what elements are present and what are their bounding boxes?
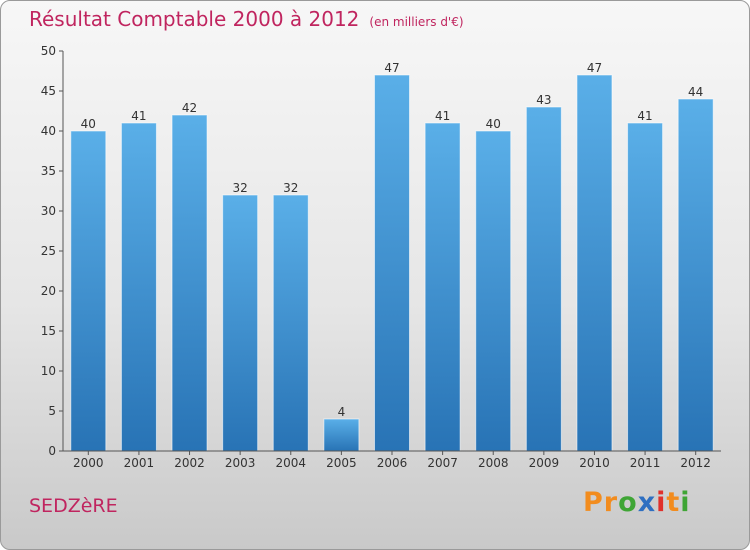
brand-letter: x [637,487,657,518]
data-label-2001: 41 [131,109,146,123]
brand-letter: P [583,487,604,518]
data-label-2003: 32 [233,181,248,195]
y-tick-label: 10 [41,364,56,378]
x-tick-label: 2011 [630,456,661,470]
y-tick-label: 0 [48,444,56,458]
x-tick-label: 2006 [377,456,408,470]
brand-letter: i [680,487,691,518]
x-tick-label: 2003 [225,456,256,470]
bar-2005 [323,418,360,452]
chart-title: Résultat Comptable 2000 à 2012 (en millie… [29,7,464,31]
bar-2006 [374,74,410,452]
commune-name: SEDZèRE [29,495,118,517]
data-label-2007: 41 [435,109,450,123]
y-tick-label: 30 [41,204,56,218]
title-text: Résultat Comptable 2000 à 2012 [29,7,360,31]
bar-2010 [576,74,613,452]
bar-2007 [424,122,461,452]
y-tick-label: 40 [41,124,56,138]
x-tick-label: 2012 [680,456,711,470]
bar-2012 [677,98,714,452]
bar-2002 [171,114,208,452]
x-axis: 2000 2001 2002 2003 2004 2005 2006 2007 2008 2009… [63,450,721,470]
x-tick-label: 2001 [124,456,155,470]
data-label-2005: 4 [338,405,346,419]
x-tick-label: 2009 [529,456,560,470]
brand-letter: i [656,487,667,518]
x-tick-label: 2008 [478,456,509,470]
y-tick-label: 20 [41,284,56,298]
x-tick-label: 2000 [73,456,104,470]
x-tick-label: 2004 [275,456,306,470]
data-label-2006: 47 [384,61,399,75]
bar-2004 [272,194,309,452]
y-tick-label: 35 [41,164,56,178]
y-tick-label: 5 [48,404,56,418]
bar-2001 [120,122,157,452]
y-tick-label: 50 [41,44,56,58]
proxiti-logo: Proxiti [583,487,691,518]
data-label-2009: 43 [536,93,551,107]
brand-letter: r [603,487,619,518]
y-tick-label: 45 [41,84,56,98]
data-label-2012: 44 [688,85,703,99]
brand-letter: t [666,487,681,518]
y-tick-label: 25 [41,244,56,258]
bar-2009 [525,106,562,452]
data-label-2002: 42 [182,101,197,115]
x-tick-label: 2007 [427,456,458,470]
data-label-2011: 41 [637,109,652,123]
bar-2000 [70,130,107,452]
x-tick-label: 2010 [579,456,610,470]
x-tick-label: 2002 [174,456,205,470]
data-label-2010: 47 [587,61,602,75]
y-axis: 0 5 10 15 20 25 30 35 40 45 50 [41,44,64,458]
x-tick-label: 2005 [326,456,357,470]
y-tick-label: 15 [41,324,56,338]
bar-2011 [627,122,664,452]
data-label-2004: 32 [283,181,298,195]
data-label-2000: 40 [81,117,96,131]
bar-2003 [222,194,259,452]
data-label-2008: 40 [486,117,501,131]
title-unit: (en milliers d'€) [369,15,464,29]
brand-letter: o [618,487,638,518]
bar-2008 [475,130,512,452]
bars: 40 41 42 32 32 4 47 41 40 43 47 41 44 [70,61,714,452]
